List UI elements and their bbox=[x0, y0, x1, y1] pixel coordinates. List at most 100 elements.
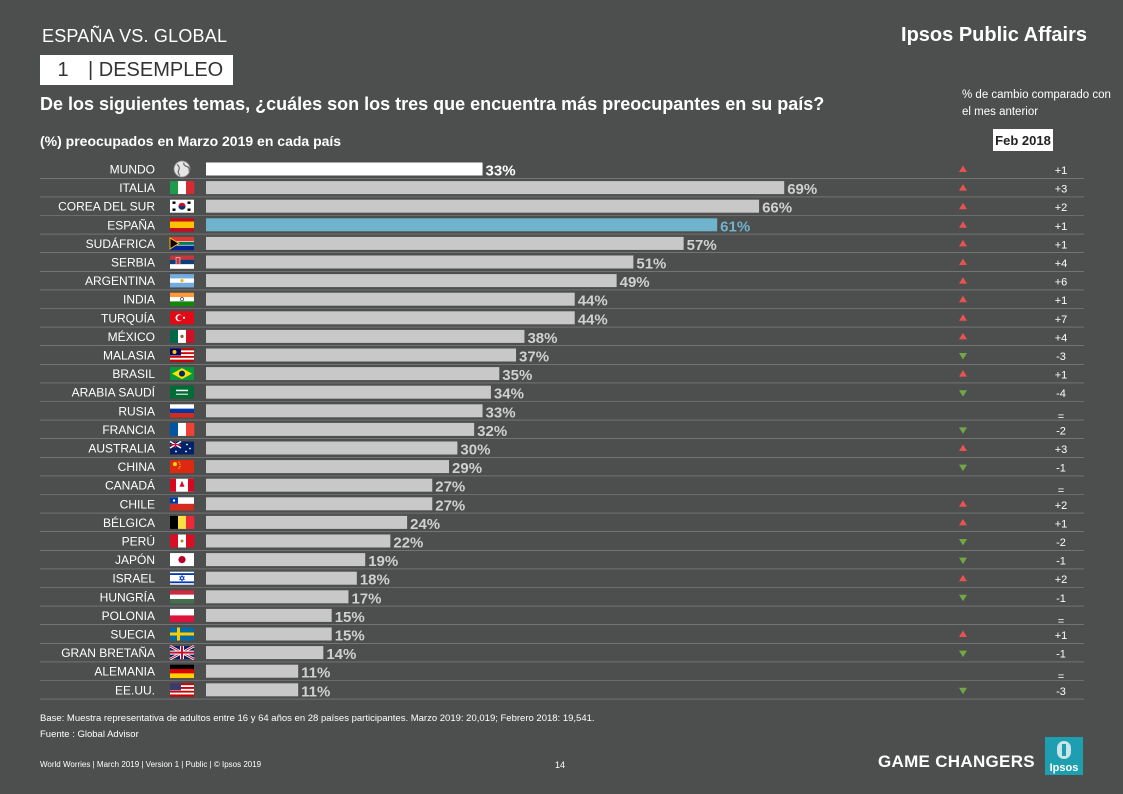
change-label-belgica: +1 bbox=[1055, 518, 1068, 530]
spain-flag-icon bbox=[170, 218, 194, 232]
change-up-icon bbox=[959, 370, 967, 377]
saudi-arabia-flag-icon bbox=[170, 385, 194, 399]
canada-flag-icon bbox=[170, 478, 194, 492]
value-label-peru: 22% bbox=[393, 535, 423, 552]
japan-flag-icon bbox=[170, 553, 194, 567]
bar-australia bbox=[206, 441, 458, 455]
category-label-mundo: MUNDO bbox=[110, 163, 155, 177]
change-down-icon bbox=[959, 687, 967, 695]
bar-china bbox=[206, 460, 450, 474]
change-up-icon bbox=[959, 258, 967, 265]
value-label-polonia: 15% bbox=[335, 609, 365, 626]
value-label-japon: 19% bbox=[368, 553, 398, 570]
bar-argentina bbox=[206, 274, 617, 288]
china-flag-icon bbox=[170, 460, 194, 474]
australia-flag-icon bbox=[169, 440, 194, 455]
change-label-francia: -2 bbox=[1056, 425, 1066, 437]
value-label-sudafrica: 57% bbox=[687, 237, 717, 254]
value-label-corea-del-sur: 66% bbox=[762, 200, 792, 217]
change-label-ee-uu: -3 bbox=[1056, 686, 1066, 698]
change-label-rusia: = bbox=[1058, 411, 1064, 423]
page-number: 14 bbox=[555, 760, 566, 770]
value-label-gran-bretana: 14% bbox=[326, 646, 356, 663]
change-label-italia: +3 bbox=[1055, 184, 1068, 196]
turkey-flag-icon bbox=[170, 311, 194, 325]
usa-flag-icon bbox=[170, 683, 194, 697]
change-label-polonia: = bbox=[1058, 615, 1064, 627]
change-up-icon bbox=[959, 239, 967, 247]
change-up-icon bbox=[959, 500, 967, 507]
bar-japon bbox=[206, 553, 366, 567]
value-label-suecia: 15% bbox=[335, 628, 365, 645]
category-label-turquia: TURQUÍA bbox=[101, 310, 155, 325]
brand-title: Ipsos Public Affairs bbox=[901, 24, 1087, 46]
value-label-canada: 27% bbox=[435, 479, 465, 496]
category-label-peru: PERÚ bbox=[122, 534, 155, 549]
change-up-icon bbox=[959, 630, 967, 637]
change-label-canada: = bbox=[1058, 485, 1064, 497]
change-up-icon bbox=[959, 444, 967, 451]
value-label-belgica: 24% bbox=[410, 516, 440, 533]
bar-israel bbox=[206, 571, 357, 585]
change-label-malasia: -3 bbox=[1056, 351, 1066, 363]
globe-icon bbox=[173, 160, 191, 178]
section-kicker: ESPAÑA VS. GLOBAL bbox=[42, 26, 228, 46]
change-up-icon bbox=[959, 332, 967, 340]
category-label-belgica: BÉLGICA bbox=[103, 515, 155, 530]
change-label-sudafrica: +1 bbox=[1055, 239, 1068, 251]
category-label-suecia: SUECIA bbox=[110, 628, 155, 642]
topic-number: 1 bbox=[57, 58, 69, 81]
change-label-argentina: +6 bbox=[1055, 277, 1068, 289]
poland-flag-icon bbox=[170, 608, 194, 623]
value-label-mundo: 33% bbox=[486, 163, 516, 180]
bar-corea-del-sur bbox=[206, 199, 760, 213]
change-label-australia: +3 bbox=[1055, 444, 1068, 456]
category-label-canada: CANADÁ bbox=[105, 478, 155, 493]
change-up-icon bbox=[959, 184, 967, 191]
category-label-australia: AUSTRALIA bbox=[88, 442, 155, 456]
value-label-hungria: 17% bbox=[351, 590, 381, 607]
change-label-alemania: = bbox=[1058, 671, 1064, 683]
bar-polonia bbox=[206, 608, 332, 622]
change-label-corea-del-sur: +2 bbox=[1055, 202, 1068, 214]
germany-flag-icon bbox=[170, 664, 194, 678]
category-label-polonia: POLONIA bbox=[102, 609, 155, 623]
france-flag-icon bbox=[170, 422, 195, 436]
bar-mundo bbox=[206, 162, 483, 176]
change-up-icon bbox=[959, 221, 967, 228]
category-label-brasil: BRASIL bbox=[112, 367, 155, 381]
category-label-serbia: SERBIA bbox=[111, 256, 155, 270]
change-label-japon: -1 bbox=[1056, 556, 1066, 568]
compare-period-label: Feb 2018 bbox=[993, 129, 1053, 151]
bar-francia bbox=[206, 422, 475, 436]
value-label-brasil: 35% bbox=[502, 367, 532, 384]
change-label-peru: -2 bbox=[1056, 537, 1066, 549]
bar-gran-bretana bbox=[206, 646, 324, 660]
bar-chart: MUNDO 33% +1 ITALIA 69% +3 COREA DEL SUR 66% +2 E… bbox=[40, 160, 1084, 700]
change-label-gran-bretana: -1 bbox=[1056, 649, 1066, 661]
bar-serbia bbox=[206, 255, 634, 269]
chart-subtitle: (%) preocupados en Marzo 2019 en cada pa… bbox=[40, 133, 342, 149]
value-label-arabia-saudi: 34% bbox=[494, 386, 524, 403]
change-label-mundo: +1 bbox=[1055, 165, 1068, 177]
category-label-israel: ISRAEL bbox=[112, 572, 155, 586]
brazil-flag-icon bbox=[170, 367, 194, 381]
category-label-china: CHINA bbox=[118, 460, 155, 474]
category-label-argentina: ARGENTINA bbox=[85, 274, 155, 288]
category-label-japon: JAPÓN bbox=[115, 552, 155, 567]
bar-india bbox=[206, 292, 575, 306]
value-label-china: 29% bbox=[452, 460, 482, 477]
category-label-arabia-saudi: ARABIA SAUDÍ bbox=[72, 385, 156, 400]
change-up-icon bbox=[959, 314, 967, 321]
change-label-china: -1 bbox=[1056, 463, 1066, 475]
change-label-turquia: +7 bbox=[1055, 314, 1068, 326]
tagline: GAME CHANGERS bbox=[878, 752, 1035, 771]
category-label-rusia: RUSIA bbox=[118, 404, 155, 418]
peru-flag-icon bbox=[170, 534, 195, 548]
change-label-israel: +2 bbox=[1055, 574, 1068, 586]
bar-belgica bbox=[206, 515, 408, 529]
israel-flag-icon bbox=[170, 571, 194, 585]
category-label-malasia: MALASIA bbox=[103, 349, 155, 363]
value-label-australia: 30% bbox=[460, 442, 490, 459]
base-note: Base: Muestra representativa de adultos … bbox=[40, 713, 595, 724]
